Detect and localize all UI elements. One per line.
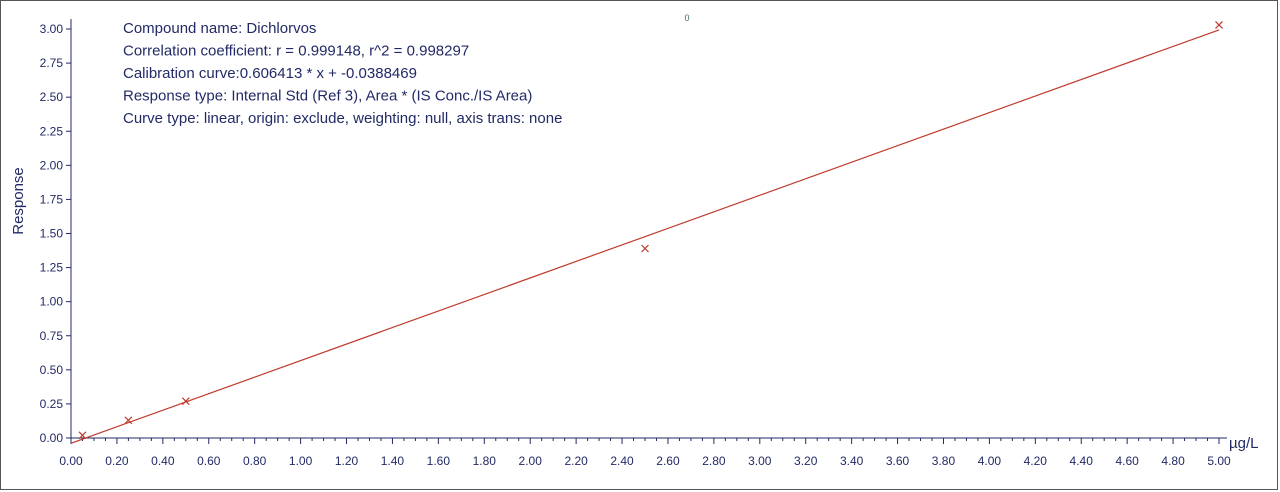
info-line: Calibration curve:0.606413 * x + -0.0388… xyxy=(123,65,417,82)
y-tick-label: 1.00 xyxy=(40,295,64,309)
data-point xyxy=(78,431,87,440)
x-tick-label: 1.80 xyxy=(473,454,497,468)
y-tick-label: 2.25 xyxy=(40,124,64,138)
info-line: Curve type: linear, origin: exclude, wei… xyxy=(123,110,562,127)
x-tick-label: 0.20 xyxy=(105,454,129,468)
x-tick-label: 0.60 xyxy=(197,454,221,468)
data-points xyxy=(78,20,1223,440)
top-marker-label: 0 xyxy=(684,13,689,23)
x-tick-label: 1.60 xyxy=(427,454,451,468)
x-tick-label: 2.80 xyxy=(702,454,726,468)
y-tick-label: 0.25 xyxy=(40,397,64,411)
info-box: Compound name: Dichlorvos Correlation coe… xyxy=(123,20,562,127)
x-tick-label: 2.60 xyxy=(656,454,680,468)
y-axis-label: Response xyxy=(10,167,27,235)
x-tick-label: 0.80 xyxy=(243,454,267,468)
y-tick-label: 0.50 xyxy=(40,363,64,377)
y-tick-label: 2.00 xyxy=(40,158,64,172)
data-point xyxy=(124,416,133,425)
y-tick-label: 0.75 xyxy=(40,329,64,343)
x-ticks: 0.00 0.20 0.40 0.60 0.80 1.00 1.20 1.40 1.60 1.80… xyxy=(59,438,1231,468)
x-tick-label: 0.00 xyxy=(59,454,83,468)
y-tick-label: 3.00 xyxy=(40,22,64,36)
data-point-stroke xyxy=(641,244,649,253)
y-ticks: 0.00 0.25 0.50 0.75 1.00 1.25 1.50 1.75 2.00 2.25… xyxy=(40,22,71,445)
data-point xyxy=(1215,20,1223,29)
y-tick-label: 1.25 xyxy=(40,261,64,275)
data-point-stroke xyxy=(1215,20,1223,29)
x-tick-label: 3.60 xyxy=(886,454,910,468)
info-line: Correlation coefficient: r = 0.999148, r… xyxy=(123,43,469,60)
y-tick-label: 1.50 xyxy=(40,227,64,241)
info-line: Response type: Internal Std (Ref 3), Are… xyxy=(123,88,532,105)
y-tick-label: 1.75 xyxy=(40,192,64,206)
x-tick-label: 4.40 xyxy=(1070,454,1094,468)
data-point xyxy=(181,397,190,406)
x-tick-label: 1.20 xyxy=(335,454,359,468)
x-tick-label: 1.00 xyxy=(289,454,313,468)
x-tick-label: 4.00 xyxy=(978,454,1002,468)
y-axis-label-group: Response xyxy=(10,167,27,235)
data-point-stroke xyxy=(124,416,133,425)
x-tick-label: 3.80 xyxy=(932,454,956,468)
x-tick-label: 3.20 xyxy=(794,454,818,468)
info-line: Compound name: Dichlorvos xyxy=(123,20,316,37)
y-tick-label: 0.00 xyxy=(40,431,64,445)
x-tick-label: 5.00 xyxy=(1207,454,1231,468)
data-point-stroke xyxy=(181,397,190,406)
x-tick-label: 4.80 xyxy=(1161,454,1185,468)
x-tick-label: 2.00 xyxy=(519,454,543,468)
x-tick-label: 0.40 xyxy=(151,454,175,468)
fit-line-group xyxy=(70,29,1220,444)
x-tick-label: 2.20 xyxy=(564,454,588,468)
data-point xyxy=(641,244,649,253)
x-tick-label: 3.00 xyxy=(748,454,772,468)
x-tick-label: 2.40 xyxy=(610,454,634,468)
y-tick-label: 2.75 xyxy=(40,56,64,70)
x-tick-label: 3.40 xyxy=(840,454,864,468)
axes xyxy=(70,19,1227,439)
x-tick-label: 4.60 xyxy=(1115,454,1139,468)
calibration-fit-line xyxy=(70,29,1220,444)
x-tick-label: 4.20 xyxy=(1024,454,1048,468)
x-tick-label: 1.40 xyxy=(381,454,405,468)
y-tick-label: 2.50 xyxy=(40,90,64,104)
data-point-stroke xyxy=(78,431,87,440)
x-axis-unit-label: µg/L xyxy=(1229,435,1259,452)
